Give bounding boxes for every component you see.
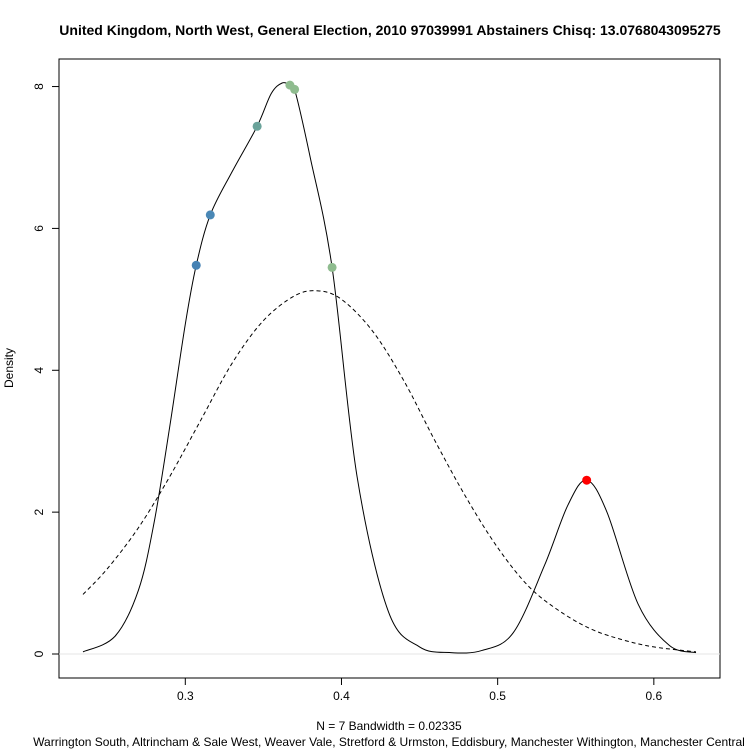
data-point xyxy=(191,260,201,270)
chart-subtitle: Warrington South, Altrincham & Sale West… xyxy=(33,735,745,749)
data-point xyxy=(205,210,215,220)
data-point xyxy=(327,262,337,272)
x-tick-label: 0.3 xyxy=(177,689,194,703)
density-curve-dashed xyxy=(82,290,697,653)
y-tick-label: 4 xyxy=(32,367,46,374)
plot-frame xyxy=(58,58,721,679)
y-tick-label: 6 xyxy=(32,225,46,232)
x-axis-label: N = 7 Bandwidth = 0.02335 xyxy=(316,719,462,733)
data-point xyxy=(252,121,262,131)
data-point xyxy=(290,84,300,94)
density-curve-solid xyxy=(82,82,697,654)
chart-title: United Kingdom, North West, General Elec… xyxy=(59,22,721,38)
x-tick-label: 0.5 xyxy=(489,689,506,703)
points-layer xyxy=(191,80,592,485)
y-axis-label: Density xyxy=(2,348,16,388)
data-point xyxy=(582,475,592,485)
x-tick-label: 0.6 xyxy=(645,689,662,703)
y-tick-label: 0 xyxy=(32,650,46,657)
y-tick-label: 2 xyxy=(32,508,46,515)
y-tick-label: 8 xyxy=(32,83,46,90)
x-axis: 0.3 0.4 0.5 0.6 xyxy=(177,678,662,703)
series-layer xyxy=(82,82,697,654)
x-tick-label: 0.4 xyxy=(333,689,350,703)
y-axis: 0 2 4 6 8 xyxy=(32,83,59,657)
